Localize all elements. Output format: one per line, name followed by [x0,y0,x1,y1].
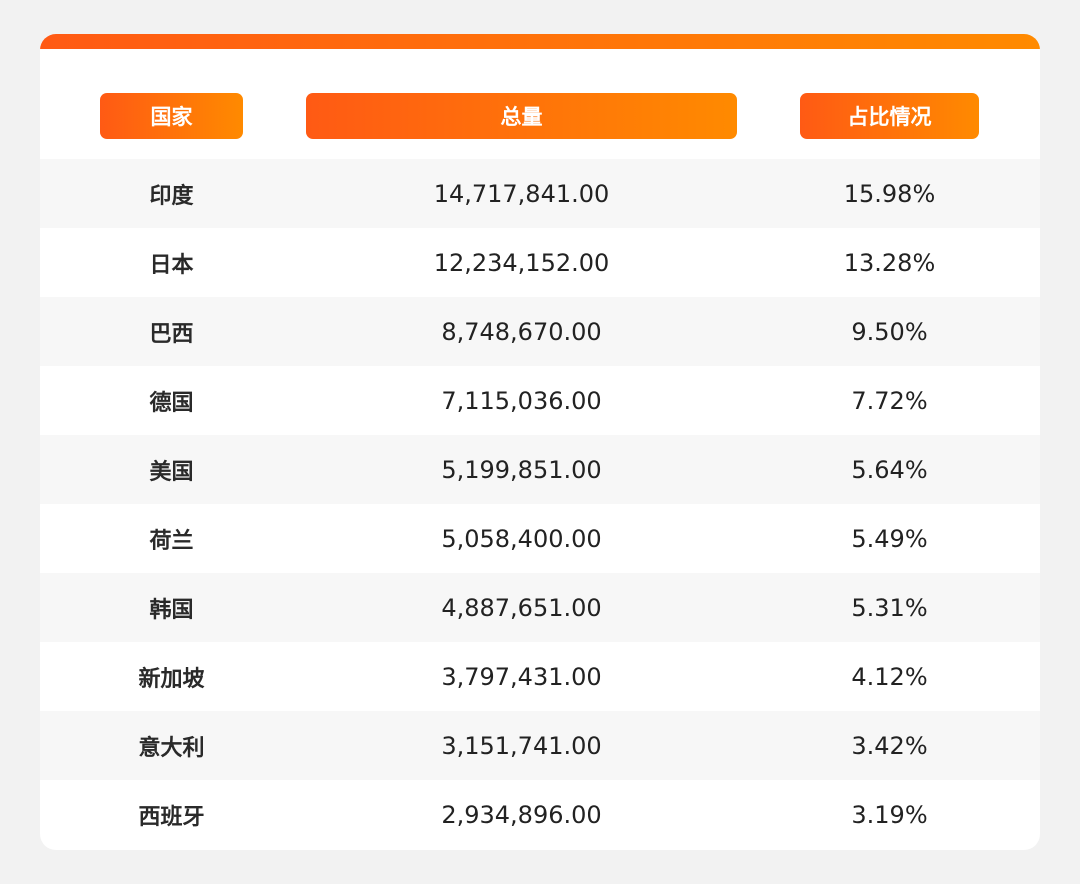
table-row: 巴西 8,748,670.00 9.50% [40,297,1040,366]
country-cell: 荷兰 [149,528,194,554]
share-cell: 7.72% [851,386,928,415]
total-cell: 5,199,851.00 [441,455,602,484]
total-cell: 4,887,651.00 [441,593,602,622]
total-cell: 2,934,896.00 [441,800,602,829]
total-cell: 14,717,841.00 [433,179,610,208]
share-cell: 5.64% [851,455,928,484]
table-row: 德国 7,115,036.00 7.72% [40,366,1040,435]
header-share: 占比情况 [800,93,979,139]
table-row: 美国 5,199,851.00 5.64% [40,435,1040,504]
table-header: 国家 总量 占比情况 [40,93,1040,139]
share-cell: 13.28% [843,248,936,277]
table-row: 韩国 4,887,651.00 5.31% [40,573,1040,642]
country-cell: 意大利 [138,735,205,761]
country-cell: 韩国 [149,597,194,623]
total-cell: 7,115,036.00 [441,386,602,415]
country-cell: 日本 [149,252,194,278]
share-cell: 5.49% [851,524,928,553]
share-cell: 15.98% [843,179,936,208]
share-cell: 9.50% [851,317,928,346]
total-cell: 8,748,670.00 [441,317,602,346]
total-cell: 5,058,400.00 [441,524,602,553]
table-row: 日本 12,234,152.00 13.28% [40,228,1040,297]
table-row: 西班牙 2,934,896.00 3.19% [40,780,1040,849]
country-cell: 巴西 [149,321,194,347]
total-cell: 3,151,741.00 [441,731,602,760]
country-cell: 西班牙 [138,804,205,830]
table-row: 印度 14,717,841.00 15.98% [40,159,1040,228]
table-row: 荷兰 5,058,400.00 5.49% [40,504,1040,573]
share-cell: 3.42% [851,731,928,760]
header-country: 国家 [100,93,243,139]
country-cell: 德国 [149,390,194,416]
table-row: 新加坡 3,797,431.00 4.12% [40,642,1040,711]
total-cell: 12,234,152.00 [433,248,610,277]
share-cell: 3.19% [851,800,928,829]
table-card: 国家 总量 占比情况 印度 14,717,841.00 15.98% 日本 12… [40,34,1040,850]
share-cell: 5.31% [851,593,928,622]
table-row: 意大利 3,151,741.00 3.42% [40,711,1040,780]
country-cell: 新加坡 [138,666,205,692]
table-body: 印度 14,717,841.00 15.98% 日本 12,234,152.00… [40,159,1040,849]
header-total: 总量 [306,93,737,139]
accent-bar [40,34,1040,49]
country-cell: 印度 [149,183,194,209]
share-cell: 4.12% [851,662,928,691]
country-cell: 美国 [149,459,194,485]
total-cell: 3,797,431.00 [441,662,602,691]
